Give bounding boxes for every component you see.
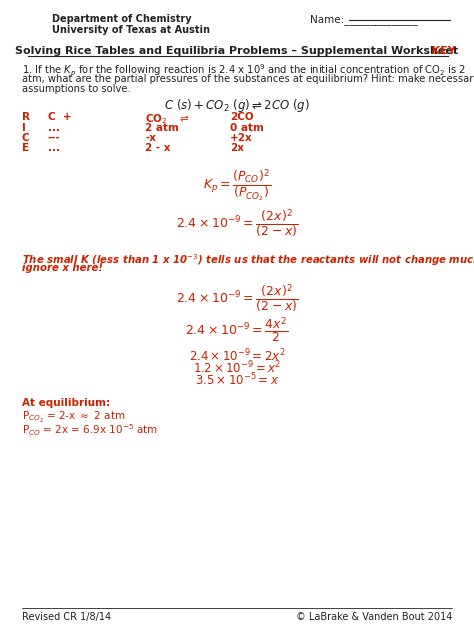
Text: CO$_2$   $\rightleftharpoons$: CO$_2$ $\rightleftharpoons$ [145, 112, 190, 126]
Text: $C\ (s) + CO_2\ (g) \rightleftharpoons 2CO\ (g)$: $C\ (s) + CO_2\ (g) \rightleftharpoons 2… [164, 97, 310, 114]
Text: E: E [22, 143, 29, 153]
Text: Solving Rice Tables and Equilibria Problems – Supplemental Worksheet: Solving Rice Tables and Equilibria Probl… [16, 46, 458, 56]
Text: C  +: C + [48, 112, 72, 122]
Text: $1.2 \times 10^{-9} = x^2$: $1.2 \times 10^{-9} = x^2$ [193, 360, 281, 377]
Text: P$_{CO_2}$ = 2-x $\approx$ 2 atm: P$_{CO_2}$ = 2-x $\approx$ 2 atm [22, 410, 126, 425]
Text: At equilibrium:: At equilibrium: [22, 398, 110, 408]
Text: University of Texas at Austin: University of Texas at Austin [52, 25, 210, 35]
Text: 2 atm: 2 atm [145, 123, 179, 133]
Text: 0 atm: 0 atm [230, 123, 264, 133]
Text: 2x: 2x [230, 143, 244, 153]
Text: $2.4 \times 10^{-9} = \dfrac{(2x)^2}{(2-x)}$: $2.4 \times 10^{-9} = \dfrac{(2x)^2}{(2-… [176, 207, 298, 240]
Text: 2 - x: 2 - x [145, 143, 171, 153]
Text: C: C [22, 133, 29, 143]
Text: P$_{CO}$ = 2x = 6.9x 10$^{-5}$ atm: P$_{CO}$ = 2x = 6.9x 10$^{-5}$ atm [22, 422, 158, 437]
Text: -x: -x [145, 133, 156, 143]
Text: +2x: +2x [230, 133, 253, 143]
Text: I: I [22, 123, 26, 133]
Text: Name:______________: Name:______________ [310, 14, 418, 25]
Text: $2.4 \times 10^{-9} = 2x^2$: $2.4 \times 10^{-9} = 2x^2$ [189, 348, 285, 365]
Text: ignore x here!: ignore x here! [22, 263, 103, 273]
Text: KEY: KEY [420, 46, 456, 56]
Text: $3.5 \times 10^{-5} = x$: $3.5 \times 10^{-5} = x$ [195, 372, 279, 389]
Text: $K_p = \dfrac{(P_{CO})^2}{(P_{CO_2})}$: $K_p = \dfrac{(P_{CO})^2}{(P_{CO_2})}$ [203, 168, 271, 204]
Text: The small K (less than 1 x 10$^{-3}$) tells us that the reactants will not chang: The small K (less than 1 x 10$^{-3}$) te… [22, 252, 474, 268]
Text: $2.4 \times 10^{-9} = \dfrac{4x^2}{2}$: $2.4 \times 10^{-9} = \dfrac{4x^2}{2}$ [185, 315, 289, 344]
Text: assumptions to solve.: assumptions to solve. [22, 84, 131, 94]
Text: ---: --- [48, 133, 61, 143]
Text: 1. If the $K_p$ for the following reaction is 2.4 x 10$^9$ and the initial conce: 1. If the $K_p$ for the following reacti… [22, 63, 466, 79]
Text: atm, what are the partial pressures of the substances at equilibrium? Hint: make: atm, what are the partial pressures of t… [22, 73, 474, 83]
Text: $2.4 \times 10^{-9} = \dfrac{(2x)^2}{(2-x)}$: $2.4 \times 10^{-9} = \dfrac{(2x)^2}{(2-… [176, 282, 298, 315]
Text: 2CO: 2CO [230, 112, 254, 122]
Text: ...: ... [48, 143, 60, 153]
Text: Revised CR 1/8/14: Revised CR 1/8/14 [22, 612, 111, 622]
Text: Department of Chemistry: Department of Chemistry [52, 14, 191, 24]
Text: ...: ... [48, 123, 60, 133]
Text: © LaBrake & Vanden Bout 2014: © LaBrake & Vanden Bout 2014 [296, 612, 452, 622]
Text: R: R [22, 112, 30, 122]
